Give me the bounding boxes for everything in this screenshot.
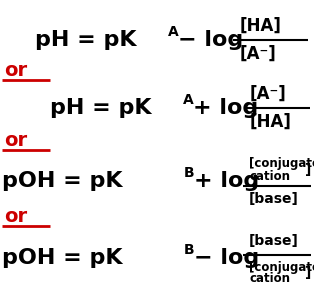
Text: A: A (168, 25, 179, 39)
Text: + log: + log (194, 171, 259, 191)
Text: or: or (4, 61, 27, 79)
Text: or: or (4, 131, 27, 149)
Text: B: B (184, 166, 195, 180)
Text: [HA]: [HA] (240, 17, 282, 35)
Text: pH = pK: pH = pK (50, 98, 151, 118)
Text: [A⁻]: [A⁻] (240, 45, 277, 63)
Text: B: B (184, 243, 195, 257)
Text: − log: − log (194, 248, 259, 268)
Text: ]: ] (305, 266, 311, 280)
Text: [conjugate: [conjugate (249, 158, 314, 171)
Text: or: or (4, 207, 27, 225)
Text: [base]: [base] (249, 192, 299, 206)
Text: [A⁻]: [A⁻] (250, 85, 287, 103)
Text: pOH = pK: pOH = pK (2, 248, 122, 268)
Text: + log: + log (193, 98, 258, 118)
Text: cation: cation (249, 169, 290, 182)
Text: cation: cation (249, 272, 290, 285)
Text: pH = pK: pH = pK (35, 30, 137, 50)
Text: [base]: [base] (249, 234, 299, 248)
Text: [HA]: [HA] (250, 113, 292, 131)
Text: [conjugate: [conjugate (249, 261, 314, 274)
Text: A: A (183, 93, 194, 107)
Text: pOH = pK: pOH = pK (2, 171, 122, 191)
Text: − log: − log (178, 30, 243, 50)
Text: ]: ] (305, 163, 311, 177)
